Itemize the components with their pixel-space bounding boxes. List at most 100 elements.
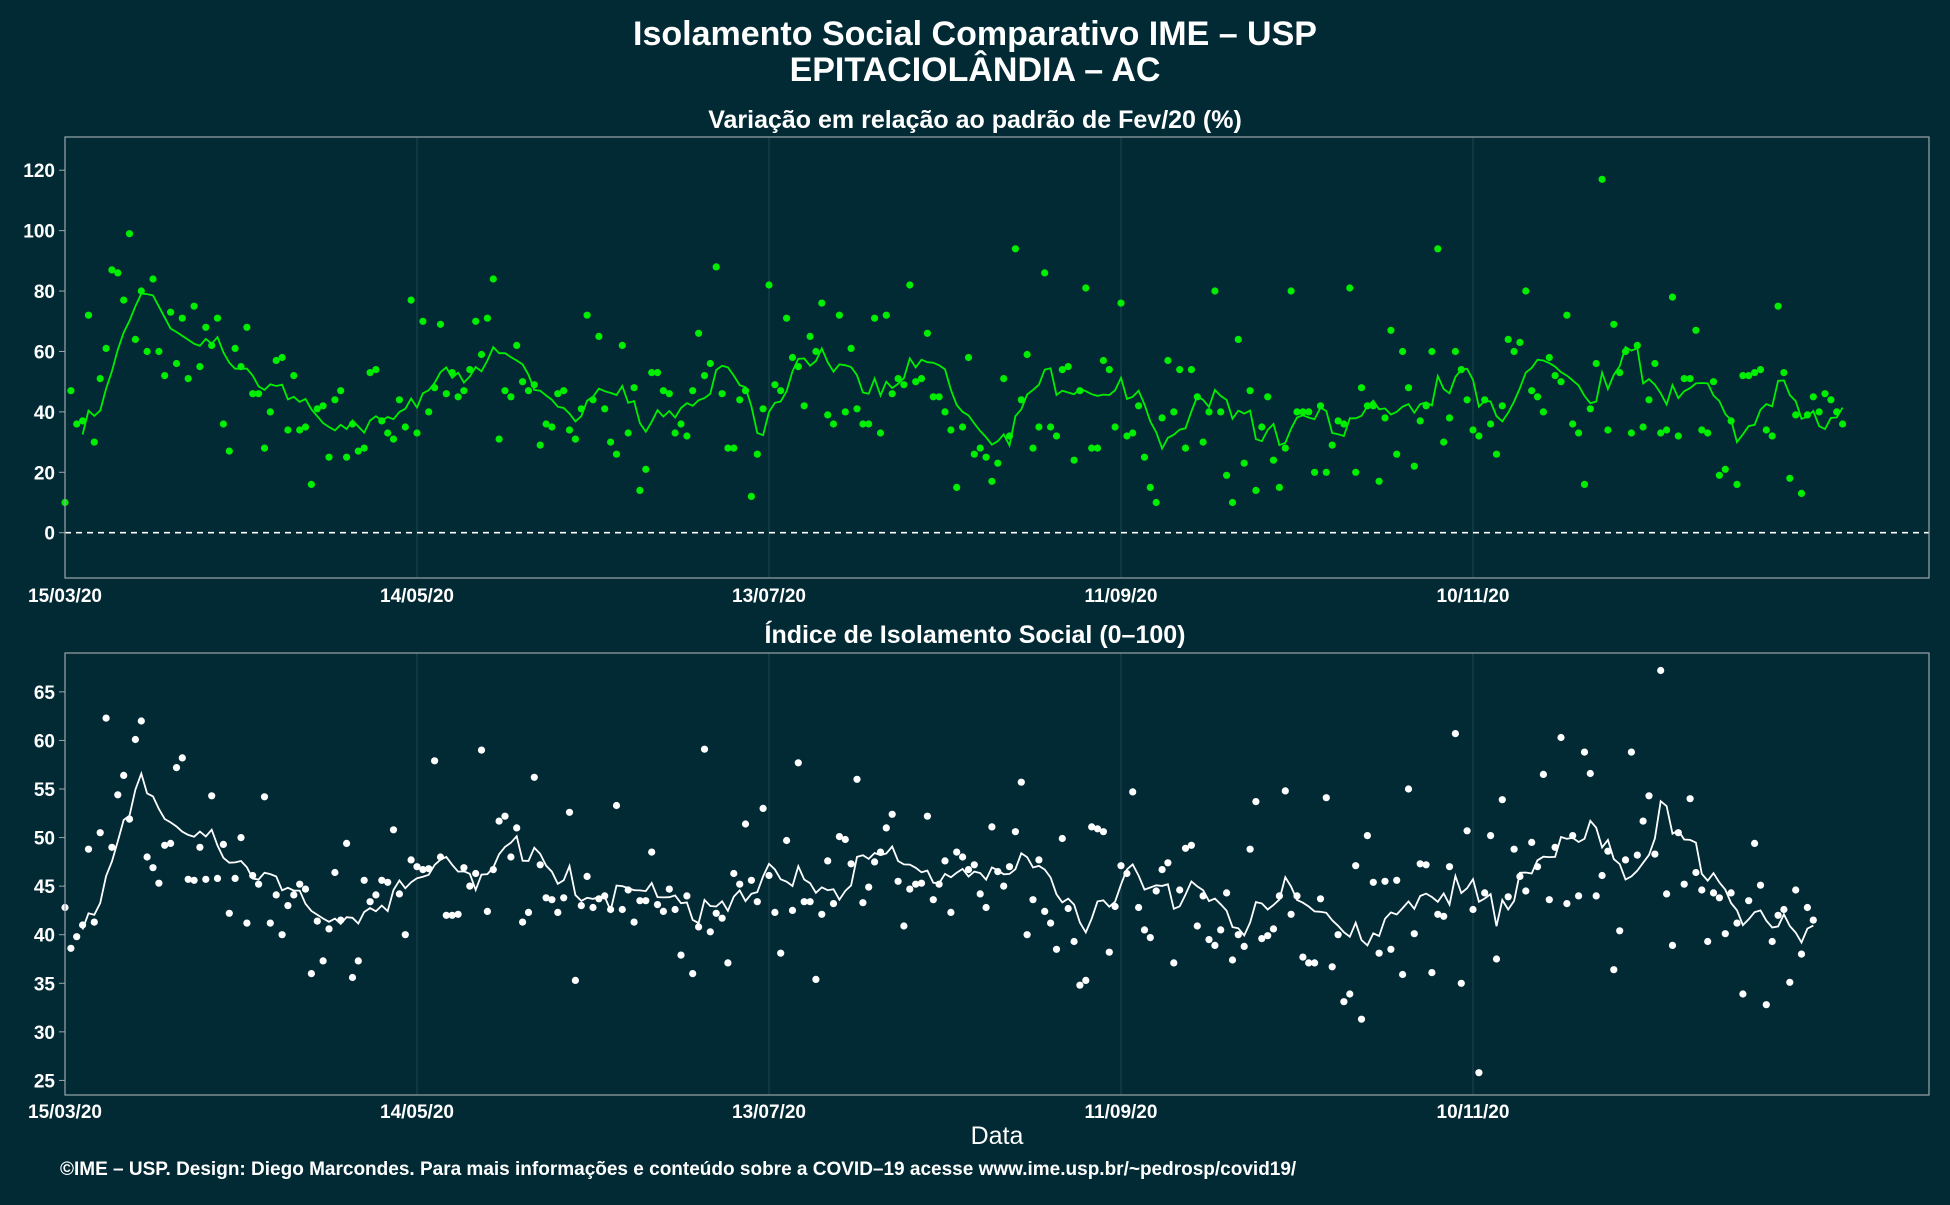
data-point (1422, 861, 1430, 869)
data-point (1387, 326, 1395, 334)
data-point (401, 931, 409, 939)
data-point (143, 347, 151, 356)
data-point (706, 359, 714, 368)
data-point (1346, 284, 1354, 292)
chart-location: EPITACIOLÂNDIA – AC (790, 51, 1161, 89)
data-point (806, 898, 814, 906)
data-point (172, 359, 181, 368)
data-point (1833, 408, 1841, 416)
data-point (1580, 480, 1589, 488)
data-point (1727, 889, 1735, 897)
data-point (1340, 420, 1348, 428)
data-point (354, 447, 362, 455)
data-point (1357, 384, 1366, 392)
data-point (1058, 834, 1066, 843)
y-tick-label: 100 (23, 222, 55, 243)
data-point (1228, 956, 1237, 964)
data-point (1510, 845, 1518, 853)
data-point (1129, 788, 1137, 796)
data-point (155, 347, 163, 356)
data-point (1745, 897, 1753, 905)
x-axis-label: Data (971, 1122, 1024, 1150)
data-point (1393, 450, 1401, 458)
data-point (1680, 880, 1688, 888)
data-point (1170, 408, 1178, 416)
data-point (425, 865, 433, 873)
data-point (1140, 926, 1149, 934)
data-point (800, 402, 808, 410)
data-point (407, 296, 415, 304)
data-point (1375, 949, 1383, 957)
data-point (1668, 293, 1677, 301)
data-point (67, 944, 75, 952)
data-point (1598, 175, 1606, 183)
data-point (1334, 931, 1342, 939)
data-point (131, 735, 139, 744)
data-point (237, 363, 245, 371)
data-point (1158, 866, 1166, 874)
data-point (202, 875, 210, 883)
data-point (577, 405, 585, 413)
data-point (853, 405, 861, 413)
data-point (313, 917, 321, 925)
data-point (513, 341, 521, 349)
data-point (888, 390, 896, 398)
data-point (448, 369, 456, 377)
data-point (1745, 372, 1753, 380)
data-point (1381, 877, 1389, 885)
data-point (1774, 911, 1782, 919)
data-point (548, 896, 556, 904)
data-point (1275, 483, 1283, 491)
data-point (1246, 845, 1254, 853)
data-point (325, 453, 333, 461)
data-point (1047, 423, 1055, 431)
data-point (149, 275, 157, 283)
data-point (1369, 878, 1377, 886)
data-point (1569, 832, 1577, 840)
data-point (970, 450, 978, 458)
x-tick-label: 15/03/20 (28, 1102, 102, 1123)
data-point (1316, 895, 1325, 903)
data-point (1604, 426, 1612, 434)
data-point (912, 880, 920, 888)
data-point (161, 372, 169, 380)
data-point (970, 861, 978, 869)
data-point (571, 435, 580, 443)
data-point (348, 973, 357, 982)
data-point (994, 868, 1002, 876)
data-point (1768, 432, 1776, 440)
data-point (1158, 414, 1166, 422)
data-point (1363, 402, 1371, 410)
data-point (1645, 396, 1653, 404)
data-point (243, 919, 251, 927)
data-point (900, 922, 908, 930)
data-point (906, 885, 914, 893)
data-point (1205, 408, 1213, 416)
data-point (1105, 948, 1113, 956)
data-point (384, 429, 392, 437)
data-point (1621, 856, 1630, 864)
data-point (436, 853, 445, 861)
data-point (1023, 931, 1031, 939)
data-point (636, 897, 644, 905)
data-point (1510, 347, 1518, 356)
data-point (1792, 411, 1800, 419)
data-point (1322, 794, 1330, 802)
index-panel: 15/03/20 14/05/20 13/07/20 11/09/20 10/11/20… (28, 652, 1930, 1123)
data-point (1029, 444, 1037, 452)
data-point (771, 908, 779, 917)
data-point (935, 880, 943, 888)
data-point (1780, 369, 1788, 377)
data-point (1234, 931, 1242, 939)
data-point (1199, 438, 1207, 446)
data-point (571, 976, 580, 985)
data-point (695, 923, 703, 931)
y-tick-label: 20 (34, 463, 55, 484)
data-point (1416, 860, 1424, 868)
data-point (243, 323, 251, 331)
data-point (1082, 284, 1090, 292)
data-point (495, 817, 503, 825)
data-point (1205, 936, 1213, 944)
data-point (1498, 796, 1506, 804)
